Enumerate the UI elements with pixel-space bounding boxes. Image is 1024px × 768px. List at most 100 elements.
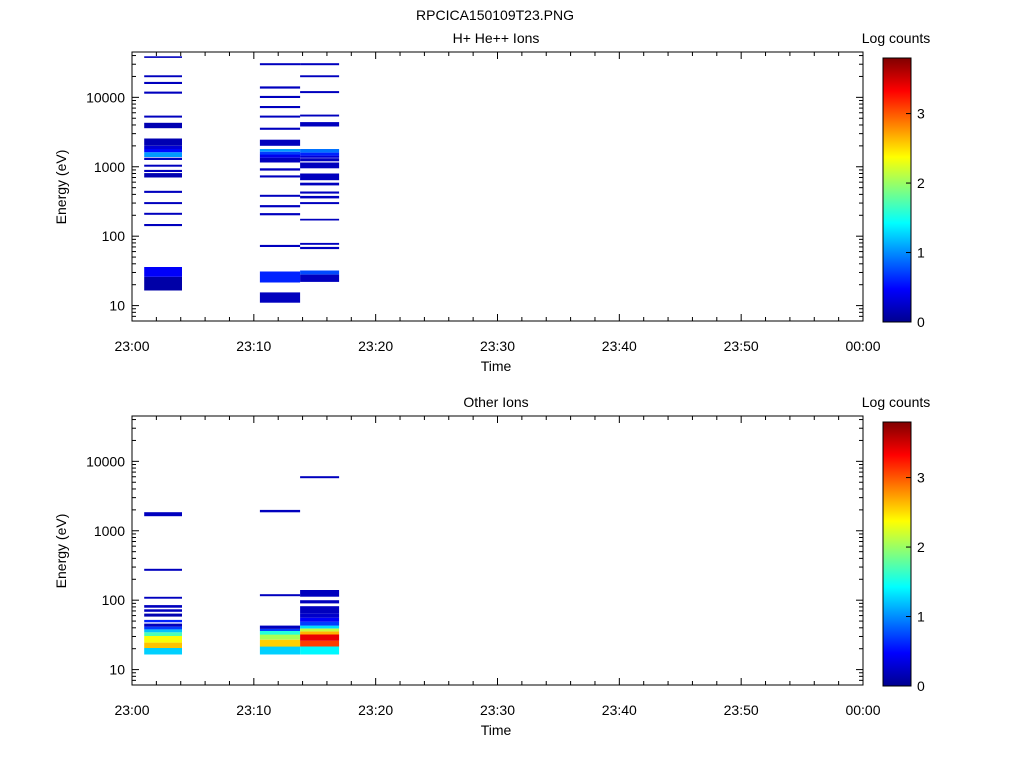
spectrogram-cell: [144, 224, 182, 227]
x-tick-label: 00:00: [845, 338, 880, 354]
x-tick-label: 23:00: [114, 702, 149, 718]
x-tick-label: 00:00: [845, 702, 880, 718]
spectrogram-cell: [144, 91, 182, 94]
y-axis-label: Energy (eV): [53, 150, 69, 225]
spectrogram-cell: [259, 646, 301, 655]
spectrogram-cell: [144, 81, 182, 84]
x-tick-label: 23:10: [236, 338, 271, 354]
x-tick-label: 23:30: [480, 702, 515, 718]
spectrogram-cell: [300, 640, 340, 647]
spectrogram-cell: [300, 646, 340, 655]
colorbar: [882, 421, 912, 687]
spectrogram-cell: [259, 625, 301, 629]
spectrogram-cell: [300, 195, 340, 199]
y-tick-label: 10000: [86, 89, 125, 105]
spectrogram-cell: [144, 149, 182, 153]
plot-axes: 23:00 23:10 23:20 23:30 23:40 23:50 00:00 10 100…: [86, 416, 881, 718]
spectrogram-cell: [259, 86, 301, 89]
spectrogram-cell: [300, 628, 340, 632]
spectrogram-cells: [144, 476, 340, 655]
x-tick-label: 23:20: [358, 338, 393, 354]
spectrogram-cell: [259, 106, 301, 109]
y-tick-label: 100: [102, 592, 126, 608]
plot-axes: 23:00 23:10 23:20 23:30 23:40 23:50 00:00 10 100…: [86, 52, 881, 354]
spectrogram-cell: [144, 609, 182, 612]
spectrogram-cell: [300, 162, 340, 169]
h-he-ions-panel: H+ He++ Ions 23:00 23:10 23:20 23:30 23:40 23…: [53, 30, 930, 374]
plot-frame: [131, 415, 864, 686]
colorbar-tick-label: 1: [917, 609, 925, 625]
spectrogram-cell: [144, 619, 182, 623]
y-tick-label: 10: [109, 298, 125, 314]
colorbar-tick-label: 3: [917, 470, 925, 486]
spectrogram-cell: [259, 509, 301, 513]
spectrogram-cell: [300, 634, 340, 641]
spectrogram-cell: [144, 636, 182, 643]
spectrogram-cell: [259, 154, 301, 158]
spectrogram-cell: [144, 267, 182, 277]
x-tick-label: 23:40: [602, 338, 637, 354]
spectrogram-cell: [144, 75, 182, 78]
spectrogram-cell: [300, 270, 340, 275]
panel-title: Other Ions: [463, 394, 528, 410]
spectrogram-cell: [144, 642, 182, 648]
spectrogram-cell: [300, 246, 340, 250]
colorbar-tick-label: 2: [917, 539, 925, 555]
spectrogram-cell: [259, 194, 301, 197]
spectrogram-cell: [144, 145, 182, 150]
spectrogram-cell: [259, 271, 301, 283]
spectrogram-cell: [144, 169, 182, 172]
spectrogram-cell: [300, 631, 340, 635]
spectrogram-cell: [300, 613, 340, 618]
x-tick-label: 23:10: [236, 702, 271, 718]
spectrogram-cell: [259, 244, 301, 247]
spectrogram-cell: [144, 152, 182, 157]
colorbar-label: Log counts: [862, 30, 931, 46]
spectrogram-cell: [300, 606, 340, 614]
spectrogram-cell: [300, 590, 340, 597]
spectrogram-cell: [300, 63, 340, 66]
colorbar-ticks: 0 1 2 3: [906, 106, 925, 330]
spectrogram-cell: [144, 190, 182, 193]
spectrogram-cell: [144, 115, 182, 118]
spectrogram-cell: [259, 292, 301, 303]
spectrogram-cell: [300, 242, 340, 245]
plot-frame: [131, 51, 864, 322]
spectrogram-cell: [300, 155, 340, 158]
spectrogram-cell: [144, 512, 182, 517]
x-tick-label: 23:00: [114, 338, 149, 354]
spectrogram-cell: [144, 605, 182, 608]
x-tick-label: 23:30: [480, 338, 515, 354]
y-tick-label: 10: [109, 662, 125, 678]
spectrogram-cell: [300, 182, 340, 186]
spectrogram-cell: [259, 205, 301, 208]
spectrogram-cell: [259, 594, 301, 597]
spectrogram-cell: [300, 114, 340, 117]
spectrogram-cell: [300, 621, 340, 626]
other-ions-panel: Other Ions 23:00 23:10 23:20 23:30 23:40 23:5…: [53, 394, 930, 738]
y-axis-label: Energy (eV): [53, 514, 69, 589]
spectrogram-cell: [144, 276, 182, 291]
spectrogram-cell: [259, 639, 301, 647]
spectrogram-cell: [144, 164, 182, 167]
spectrogram-cell: [259, 115, 301, 118]
spectrogram-cell: [300, 202, 340, 205]
spectrogram-cell: [259, 175, 301, 178]
spectrogram-cell: [300, 75, 340, 78]
spectrogram-cell: [259, 151, 301, 155]
colorbar-tick-label: 2: [917, 175, 925, 191]
spectrogram-cell: [300, 158, 340, 162]
spectrogram-cell: [259, 149, 301, 152]
x-axis-label: Time: [481, 358, 512, 374]
colorbar-ticks: 0 1 2 3: [906, 470, 925, 694]
spectrogram-cell: [300, 122, 340, 127]
y-tick-label: 1000: [94, 523, 125, 539]
spectrogram-cell: [259, 63, 301, 66]
spectrogram-cell: [144, 157, 182, 160]
spectrogram-cell: [259, 168, 301, 171]
colorbar-tick-label: 3: [917, 106, 925, 122]
spectrogram-cell: [300, 476, 340, 479]
spectrogram-cell: [259, 95, 301, 98]
colorbar: [882, 57, 912, 323]
